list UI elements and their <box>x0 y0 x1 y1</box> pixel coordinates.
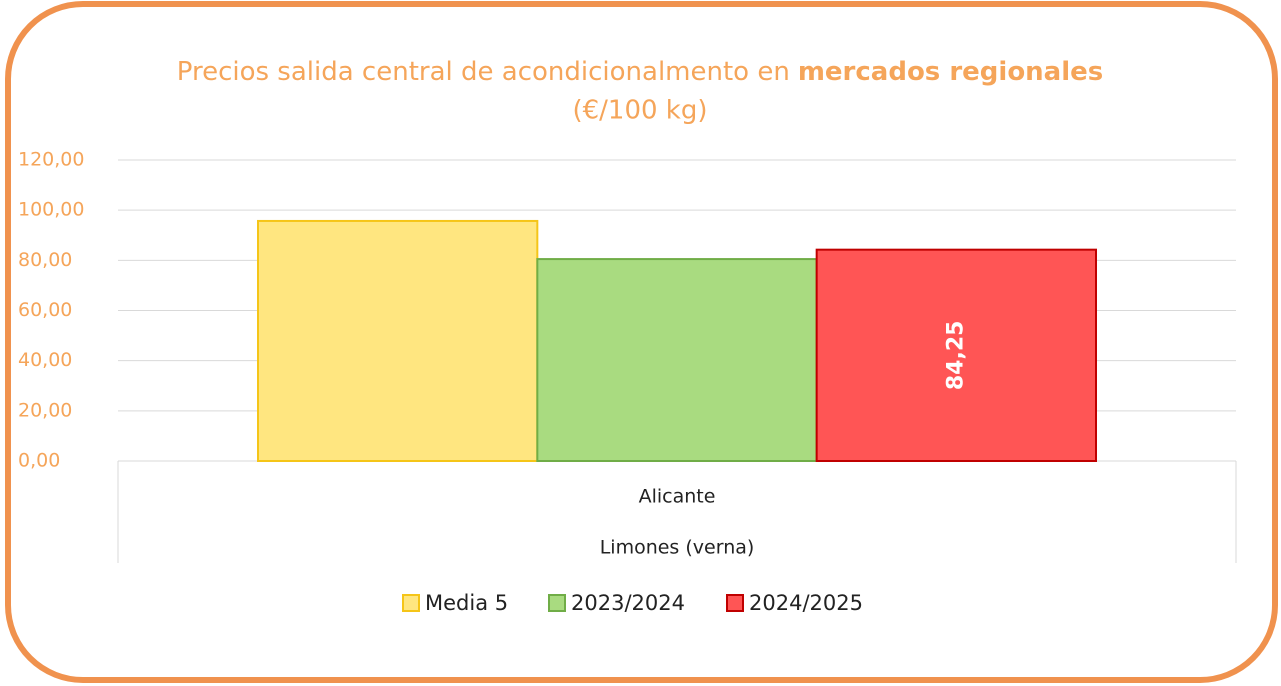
y-tick-label: 0,00 <box>18 450 60 472</box>
y-tick-label: 40,00 <box>18 349 72 371</box>
chart-subtitle: (€/100 kg) <box>572 96 707 126</box>
bar <box>257 219 539 462</box>
chart-title: Precios salida central de acondicionalme… <box>177 57 1104 87</box>
bar <box>815 248 1098 462</box>
x-tick-label: Alicante <box>639 486 716 508</box>
y-tick-label: 120,00 <box>18 149 84 171</box>
title-bold: mercados regionales <box>798 57 1103 87</box>
legend-label: Media 5 <box>425 591 508 615</box>
legend-label: 2024/2025 <box>749 591 863 615</box>
legend-swatch <box>548 594 566 612</box>
value-label: 84,25 <box>943 321 968 391</box>
legend-swatch <box>726 594 744 612</box>
y-tick-label: 20,00 <box>18 399 72 421</box>
bar <box>536 258 818 462</box>
y-tick-label: 80,00 <box>18 249 72 271</box>
group-label: Limones (verna) <box>600 537 755 559</box>
legend-swatch <box>402 594 420 612</box>
legend-label: 2023/2024 <box>571 591 685 615</box>
y-tick-label: 100,00 <box>18 199 84 221</box>
y-tick-label: 60,00 <box>18 299 72 321</box>
title-text: Precios salida central de acondicionalme… <box>177 57 790 87</box>
